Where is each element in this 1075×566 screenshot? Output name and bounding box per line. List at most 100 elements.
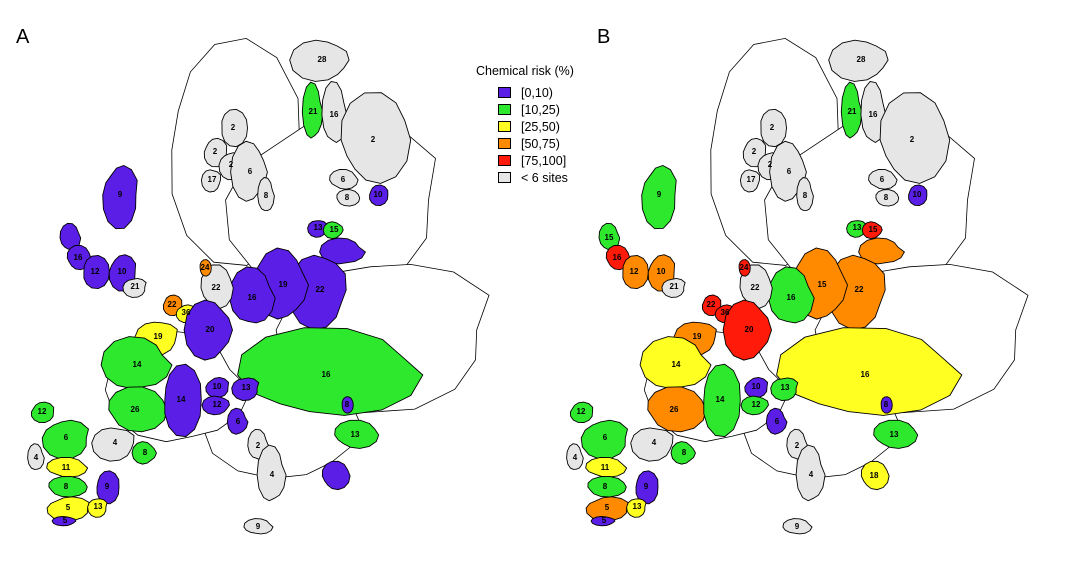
region — [580, 419, 629, 460]
region — [626, 498, 647, 518]
region — [122, 277, 147, 298]
region-site-count: 16 — [861, 370, 870, 379]
region-site-count: 13 — [633, 502, 642, 511]
region — [782, 518, 813, 535]
region-site-count: 19 — [154, 332, 163, 341]
region-site-count: 16 — [74, 253, 83, 262]
region-site-count: 8 — [345, 400, 350, 409]
region-site-count: 2 — [795, 441, 800, 450]
region-site-count: 8 — [64, 482, 69, 491]
legend-label: [50,75) — [521, 136, 560, 151]
region-site-count: 10 — [913, 190, 922, 199]
legend-label: < 6 sites — [521, 170, 568, 185]
region-site-count: 16 — [787, 293, 796, 302]
region-site-count: 5 — [602, 516, 607, 525]
region — [319, 237, 366, 265]
region-site-count: 8 — [682, 448, 687, 457]
region — [201, 395, 230, 416]
region-site-count: 19 — [693, 332, 702, 341]
region — [744, 377, 769, 398]
region-site-count: 26 — [670, 405, 679, 414]
region-site-count: 5 — [63, 516, 68, 525]
region — [738, 259, 751, 277]
region — [321, 81, 348, 144]
legend-item: [25,50) — [498, 118, 574, 135]
region — [87, 498, 108, 518]
region-site-count: 13 — [242, 383, 251, 392]
region — [183, 299, 233, 361]
panel-label-b: B — [597, 26, 611, 48]
region — [51, 516, 77, 527]
region-site-count: 13 — [853, 223, 862, 232]
legend-label: [25,50) — [521, 119, 560, 134]
region-site-count: 15 — [818, 280, 827, 289]
region — [796, 177, 814, 212]
region-site-count: 22 — [168, 300, 177, 309]
region — [329, 169, 359, 190]
region-site-count: 21 — [670, 282, 679, 291]
region — [91, 427, 135, 462]
region — [369, 184, 389, 206]
region — [336, 189, 361, 207]
region — [661, 277, 686, 298]
legend-swatch — [498, 87, 511, 98]
region — [880, 396, 893, 414]
region-site-count: 8 — [603, 482, 608, 491]
region-site-count: 14 — [672, 360, 681, 369]
region-site-count: 10 — [374, 190, 383, 199]
region-site-count: 2 — [213, 147, 218, 156]
region — [569, 401, 594, 423]
region-site-count: 28 — [857, 55, 866, 64]
region-site-count: 10 — [213, 382, 222, 391]
region-site-count: 2 — [910, 135, 915, 144]
region-site-count: 16 — [322, 370, 331, 379]
region-site-count: 28 — [318, 55, 327, 64]
region-site-count: 21 — [131, 282, 140, 291]
region — [860, 81, 887, 144]
region — [46, 496, 90, 522]
region — [776, 327, 963, 416]
region — [828, 39, 889, 82]
region — [868, 169, 898, 190]
region-site-count: 10 — [657, 267, 666, 276]
region — [739, 169, 761, 193]
region-site-count: 19 — [279, 280, 288, 289]
region — [231, 377, 260, 401]
region — [858, 237, 905, 265]
region-site-count: 6 — [880, 175, 885, 184]
region-site-count: 21 — [309, 107, 318, 116]
region-site-count: 9 — [118, 190, 123, 199]
region-site-count: 8 — [884, 400, 889, 409]
region — [340, 92, 412, 184]
region — [703, 363, 741, 438]
region-site-count: 13 — [94, 502, 103, 511]
region-site-count: 14 — [716, 395, 725, 404]
region-site-count: 8 — [264, 191, 269, 200]
region — [83, 255, 110, 290]
region-site-count: 8 — [345, 193, 350, 202]
region — [226, 407, 249, 435]
region-site-count: 12 — [38, 407, 47, 416]
region-site-count: 16 — [330, 110, 339, 119]
region-site-count: 6 — [248, 167, 253, 176]
region — [795, 444, 826, 502]
region-site-count: 2 — [752, 147, 757, 156]
region — [230, 140, 268, 202]
region-site-count: 11 — [601, 463, 610, 472]
region — [587, 476, 627, 498]
region — [630, 427, 674, 462]
region — [670, 441, 697, 465]
region-site-count: 24 — [740, 263, 749, 272]
legend-label: [10,25) — [521, 102, 560, 117]
region — [622, 255, 649, 290]
legend-swatch — [498, 104, 511, 115]
region-site-count: 22 — [707, 300, 716, 309]
region-site-count: 8 — [803, 191, 808, 200]
region-site-count: 8 — [143, 448, 148, 457]
region — [334, 419, 380, 449]
region-site-count: 36 — [182, 308, 191, 317]
region-site-count: 13 — [314, 223, 323, 232]
region-site-count: 12 — [91, 267, 100, 276]
region-site-count: 16 — [869, 110, 878, 119]
region-site-count: 9 — [795, 522, 800, 531]
